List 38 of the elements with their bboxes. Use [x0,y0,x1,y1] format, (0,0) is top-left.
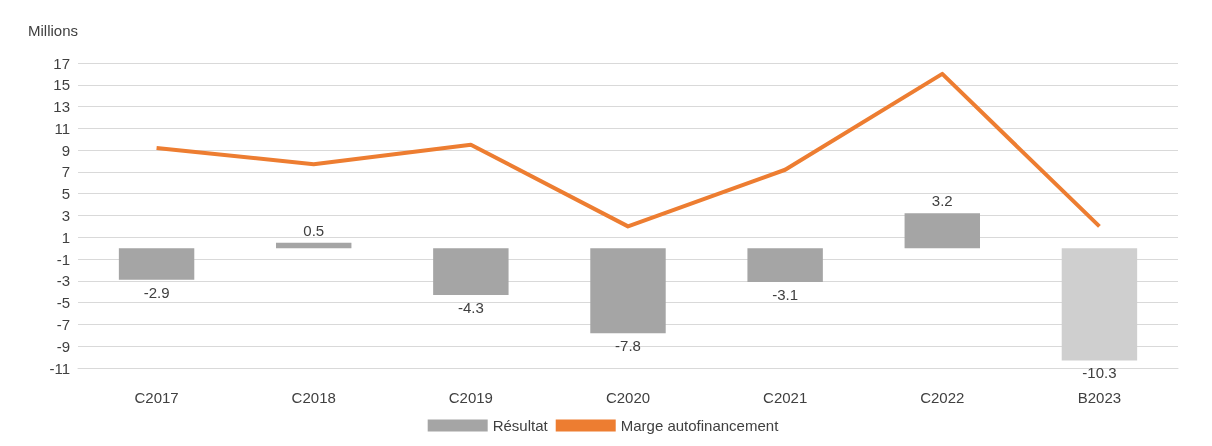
y-tick-label: -5 [56,294,70,312]
x-tick-label: B2023 [1077,389,1122,406]
y-tick-label: -11 [49,359,70,377]
y-tick-label: 5 [61,185,70,203]
y-tick-label: 3 [61,207,70,224]
data-label: -2.9 [143,283,170,301]
y-tick-label: 9 [61,141,70,159]
x-tick-label: C2020 [605,389,651,406]
data-label: 0.5 [303,221,325,239]
y-tick-label: -9 [56,337,70,355]
data-label: -4.3 [457,299,484,317]
bar [904,213,980,249]
bar [433,248,509,296]
y-tick-label: 1 [61,228,70,246]
data-label: 3.2 [931,192,953,210]
y-tick-label: 13 [53,98,70,116]
y-tick-label: -1 [56,250,70,268]
legend-label: Résultat [492,417,549,434]
y-tick-label: 17 [53,54,70,72]
data-label: -3.1 [772,285,799,303]
y-tick-label: 11 [54,119,70,137]
y-tick-label: 15 [53,76,70,94]
data-label: -10.3 [1082,364,1117,382]
x-tick-label: C2019 [448,389,493,406]
y-axis-title: Millions [27,22,78,39]
data-label: -7.8 [615,337,641,355]
x-tick-label: C2021 [763,389,808,406]
x-tick-label: C2017 [134,389,179,406]
bar [118,248,195,280]
y-tick-label: -3 [56,272,70,290]
y-tick-label: 7 [61,163,70,181]
bar [276,242,352,249]
bar [590,248,666,334]
x-tick-label: C2022 [920,389,965,406]
legend-label: Marge autofinancement [620,417,780,434]
bar [747,248,823,282]
y-tick-label: -7 [56,315,70,333]
x-tick-label: C2018 [291,389,336,406]
